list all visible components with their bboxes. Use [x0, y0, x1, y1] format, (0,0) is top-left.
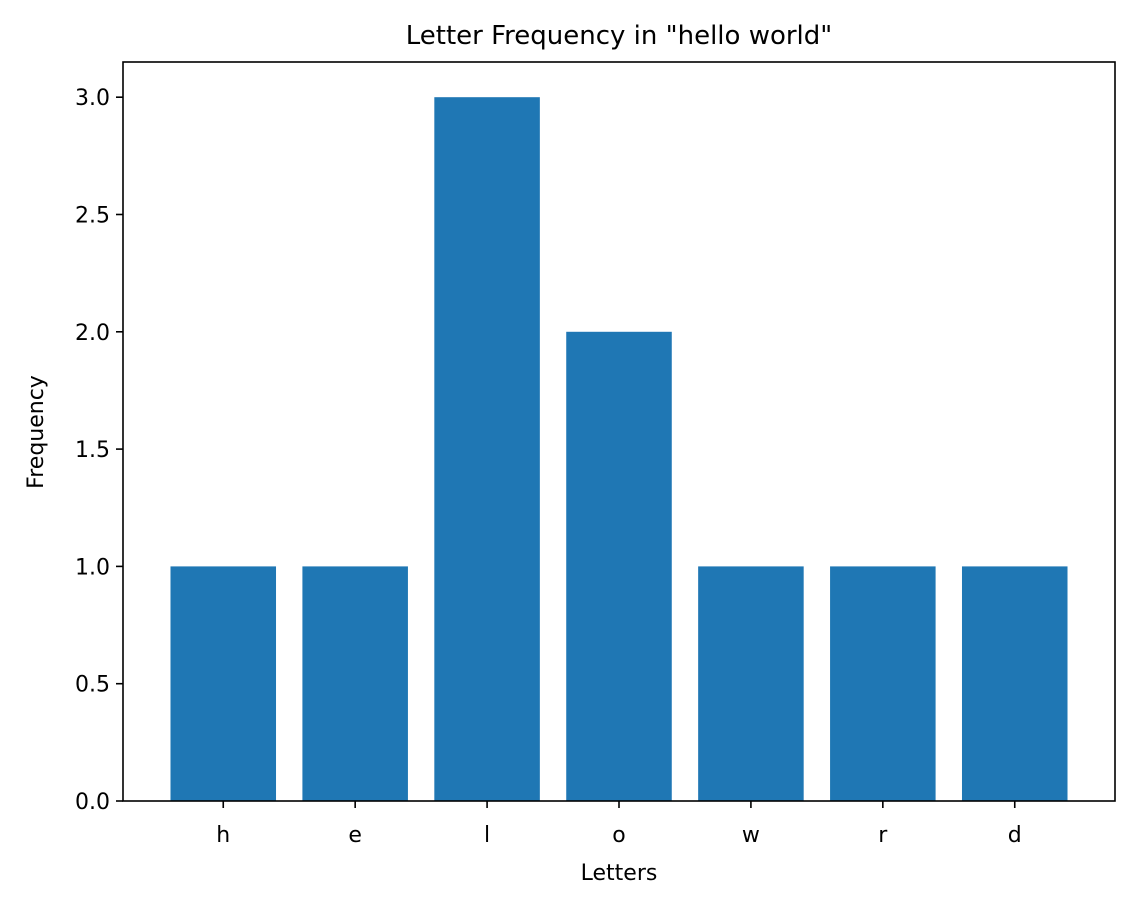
bar-o: [566, 331, 672, 801]
bar-h: [170, 566, 277, 801]
y-tick-label: 1.5: [75, 438, 110, 463]
x-tick-label: w: [742, 823, 760, 848]
x-tick-label: e: [348, 823, 362, 848]
plot-area-frame: [122, 61, 1116, 802]
x-axis-title: Letters: [581, 861, 658, 886]
y-axis-title: Frequency: [24, 375, 49, 489]
x-tick-label: d: [1008, 823, 1022, 848]
chart-title: Letter Frequency in "hello world": [406, 21, 833, 51]
bar-l: [434, 97, 540, 801]
y-axis-ticks: 0.0 0.5 1.0 1.5 2.0 2.5 3.0: [75, 86, 123, 815]
y-tick-label: 3.0: [75, 86, 110, 111]
y-tick-label: 2.5: [75, 203, 110, 228]
bar-w: [698, 566, 804, 801]
bar-e: [302, 566, 408, 801]
x-tick-label: o: [612, 823, 625, 848]
x-tick-label: l: [484, 823, 490, 848]
bar-d: [961, 566, 1068, 801]
x-tick-label: r: [878, 823, 888, 848]
y-tick-label: 1.0: [75, 555, 110, 580]
x-tick-label: h: [216, 823, 230, 848]
y-tick-label: 0.5: [75, 673, 110, 698]
y-tick-label: 0.0: [75, 790, 110, 815]
y-tick-label: 2.0: [75, 321, 110, 346]
bars-layer: [170, 97, 1068, 801]
bar-r: [830, 566, 936, 801]
